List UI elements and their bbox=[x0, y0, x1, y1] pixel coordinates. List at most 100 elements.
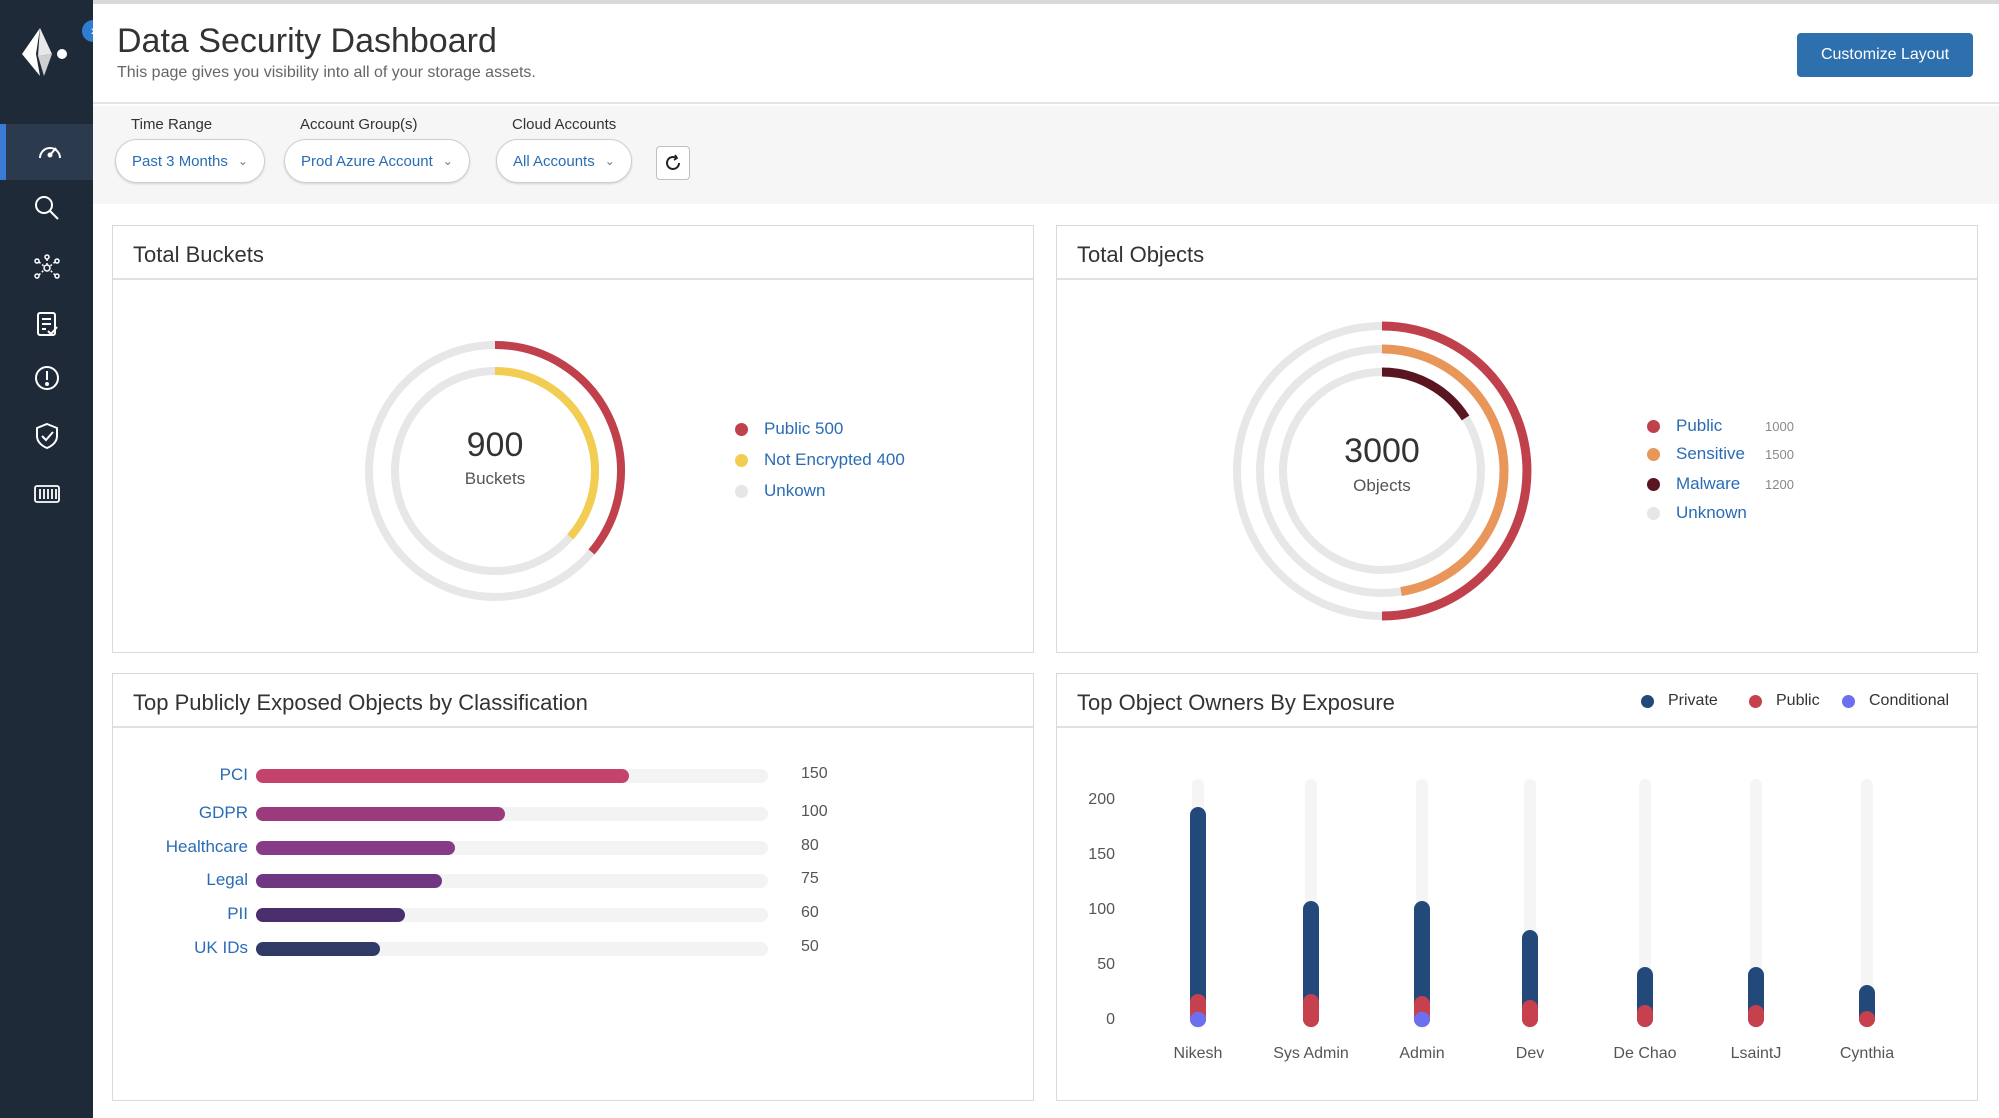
x-axis-category-label: Nikesh bbox=[1173, 1045, 1223, 1062]
classification-card: Top Publicly Exposed Objects by Classifi… bbox=[112, 673, 1034, 1101]
bar-public[interactable] bbox=[1522, 999, 1538, 1027]
legend-item[interactable]: Public bbox=[1647, 416, 1722, 436]
bar-category-label[interactable]: Healthcare bbox=[165, 837, 248, 856]
top-border bbox=[93, 0, 1999, 4]
legend-dot bbox=[1647, 506, 1660, 520]
search-icon bbox=[34, 196, 59, 220]
customize-layout-button[interactable]: Customize Layout bbox=[1797, 33, 1973, 77]
legend-item[interactable]: Conditional bbox=[1842, 692, 1949, 710]
cloud-accounts-select[interactable]: All Accounts ⌄ bbox=[496, 139, 632, 183]
cloud-accounts-label: Cloud Accounts bbox=[512, 116, 617, 133]
legend-item[interactable]: Private bbox=[1641, 692, 1718, 710]
legend-item[interactable]: Unknown bbox=[1647, 503, 1747, 523]
bar-public[interactable] bbox=[1303, 994, 1319, 1027]
legend-item[interactable]: Unkown bbox=[735, 481, 825, 501]
cloud-accounts-value: All Accounts bbox=[513, 152, 595, 170]
bar-category-label[interactable]: UK IDs bbox=[194, 938, 248, 957]
nav-dashboard[interactable] bbox=[0, 124, 93, 180]
legend-label: Public bbox=[1676, 416, 1723, 435]
legend-label: Conditional bbox=[1869, 692, 1950, 709]
alert-icon bbox=[34, 366, 59, 390]
nav-network[interactable] bbox=[0, 240, 93, 296]
legend-label: Unknown bbox=[1676, 503, 1747, 522]
legend-dot bbox=[1842, 694, 1855, 708]
page-header: Data Security Dashboard This page gives … bbox=[93, 4, 1999, 104]
x-axis-category-label: Cynthia bbox=[1839, 1045, 1895, 1062]
legend-item[interactable]: Not Encrypted 400 bbox=[735, 450, 905, 470]
nav-compliance[interactable] bbox=[0, 408, 93, 464]
total-objects-card: Total Objects 3000 Objects Public 1000 S… bbox=[1056, 225, 1978, 653]
bar-public[interactable] bbox=[1859, 1010, 1875, 1027]
nav-inventory[interactable] bbox=[0, 466, 93, 522]
divider bbox=[1057, 278, 1977, 280]
nav-search[interactable] bbox=[0, 180, 93, 236]
bar-public[interactable] bbox=[1637, 1005, 1653, 1027]
donut-total: 900 bbox=[466, 426, 524, 464]
bar-private[interactable] bbox=[1190, 807, 1206, 1027]
bar-category-label[interactable]: GDPR bbox=[198, 803, 248, 822]
account-group-value: Prod Azure Account bbox=[301, 152, 433, 170]
bar[interactable] bbox=[256, 874, 443, 888]
chevron-down-icon: ⌄ bbox=[604, 154, 615, 168]
donut-arc-not-encrypted bbox=[494, 367, 599, 540]
legend-dot bbox=[1647, 447, 1660, 461]
legend-label: Public bbox=[1776, 692, 1820, 709]
bar-private[interactable] bbox=[1414, 900, 1430, 1027]
legend-value: 1200 bbox=[1765, 477, 1794, 492]
account-group-filter: Account Group(s) Prod Azure Account ⌄ bbox=[284, 116, 470, 183]
bar-track bbox=[1861, 779, 1873, 1029]
bar[interactable] bbox=[256, 942, 381, 956]
donut-arc-malware bbox=[1381, 367, 1470, 421]
x-axis-category-label: De Chao bbox=[1613, 1045, 1677, 1062]
donut-unit: Buckets bbox=[464, 469, 526, 488]
legend-dot bbox=[735, 484, 748, 498]
bar[interactable] bbox=[256, 908, 406, 922]
x-axis-category-label: Dev bbox=[1515, 1045, 1545, 1062]
legend-value: 1500 bbox=[1765, 447, 1794, 462]
legend-item[interactable]: Malware bbox=[1647, 474, 1740, 494]
donut-total: 3000 bbox=[1344, 432, 1420, 470]
bar-conditional[interactable] bbox=[1414, 1012, 1430, 1027]
total-buckets-card: Total Buckets 900 Buckets Public 500 Not… bbox=[112, 225, 1034, 653]
objects-donut bbox=[1233, 321, 1532, 621]
divider bbox=[113, 726, 1033, 728]
divider bbox=[1057, 726, 1977, 728]
legend-dot bbox=[735, 422, 748, 436]
sidebar: › bbox=[0, 0, 104, 1118]
bar[interactable] bbox=[256, 841, 455, 855]
refresh-button[interactable] bbox=[656, 146, 690, 180]
account-group-select[interactable]: Prod Azure Account ⌄ bbox=[284, 139, 470, 183]
account-group-label: Account Group(s) bbox=[300, 116, 418, 133]
card-title: Total Objects bbox=[1077, 242, 1205, 267]
donut-arc-sensitive bbox=[1381, 344, 1509, 596]
bar[interactable] bbox=[256, 769, 629, 783]
logo-icon bbox=[22, 28, 67, 76]
bar-value-label: 60 bbox=[801, 904, 819, 921]
legend-label: Sensitive bbox=[1676, 444, 1745, 463]
legend-label: Malware bbox=[1676, 474, 1741, 493]
chevron-down-icon: ⌄ bbox=[237, 154, 248, 168]
storage-icon bbox=[33, 485, 60, 503]
bar-category-label[interactable]: PII bbox=[227, 904, 248, 923]
bar-conditional[interactable] bbox=[1190, 1012, 1206, 1027]
legend-dot bbox=[1647, 477, 1660, 491]
bar-value-label: 100 bbox=[801, 803, 828, 820]
legend-dot bbox=[735, 453, 748, 467]
nav-alerts[interactable] bbox=[0, 350, 93, 406]
legend-item[interactable]: Sensitive bbox=[1647, 444, 1745, 464]
bar-category-label[interactable]: PCI bbox=[219, 765, 248, 784]
legend-item[interactable]: Public 500 bbox=[735, 419, 843, 439]
card-title: Top Object Owners By Exposure bbox=[1077, 690, 1395, 715]
x-axis-category-label: LsaintJ bbox=[1730, 1045, 1782, 1062]
time-range-select[interactable]: Past 3 Months ⌄ bbox=[115, 139, 265, 183]
bar-public[interactable] bbox=[1748, 1005, 1764, 1027]
owners-card: Top Object Owners By Exposure Private Pu… bbox=[1056, 673, 1978, 1101]
y-axis-tick-label: 200 bbox=[1088, 791, 1115, 808]
bar-category-label[interactable]: Legal bbox=[206, 870, 248, 889]
legend-item[interactable]: Public bbox=[1749, 692, 1820, 710]
chevron-down-icon: ⌄ bbox=[442, 154, 453, 168]
legend-label: Not Encrypted 400 bbox=[764, 450, 905, 469]
bar[interactable] bbox=[256, 807, 505, 821]
divider bbox=[113, 278, 1033, 280]
nav-policies[interactable] bbox=[0, 296, 93, 352]
